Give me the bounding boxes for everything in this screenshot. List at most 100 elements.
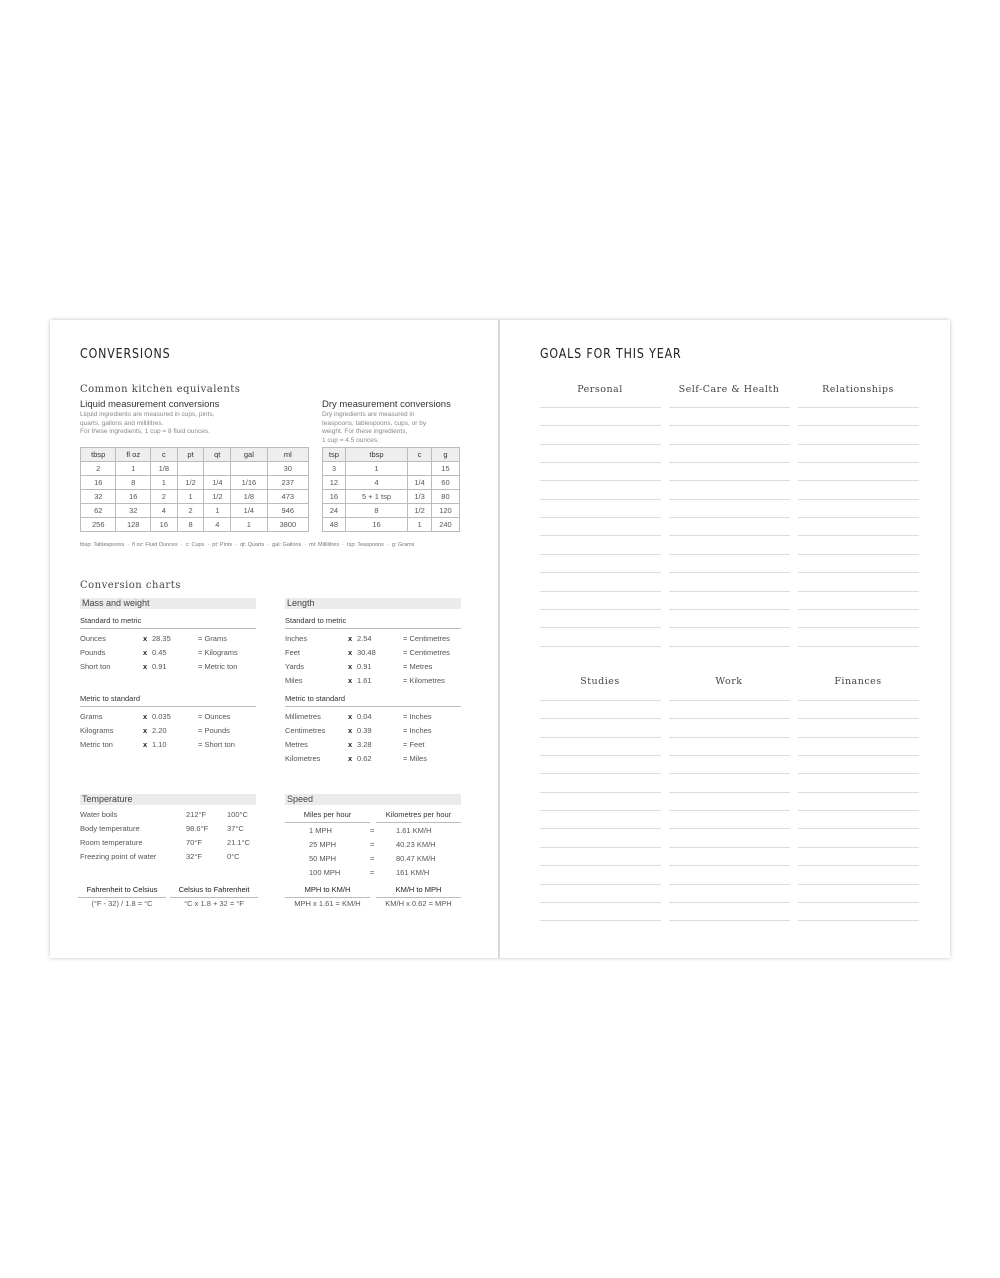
writing-line	[798, 865, 919, 867]
writing-line	[540, 462, 661, 464]
conversion-cell: x	[143, 712, 148, 721]
subheading: Standard to metric	[80, 616, 256, 629]
conversion-cell: = Short ton	[198, 740, 235, 749]
temperature-cell: 212°F	[186, 810, 207, 819]
writing-line	[669, 755, 790, 757]
column-header: tbsp	[344, 447, 409, 462]
goal-category-heading: Work	[715, 676, 743, 687]
writing-line	[669, 425, 790, 427]
writing-line	[669, 846, 790, 848]
section-title: Conversion charts	[80, 580, 181, 591]
dry-desc: 1 cup = 4.5 ounces.	[322, 436, 379, 444]
writing-line	[540, 810, 661, 812]
temperature-band: Temperature	[80, 794, 256, 805]
writing-line	[669, 828, 790, 830]
speed-cell: 50 MPH	[309, 854, 337, 863]
writing-line	[540, 755, 661, 757]
writing-line	[798, 810, 919, 812]
conversion-cell: = Grams	[198, 634, 227, 643]
writing-line	[798, 462, 919, 464]
column-header: fl oz	[115, 447, 151, 462]
table-cell: 1	[203, 503, 232, 518]
conversion-row: Centimetres x 0.39 = Inches	[285, 726, 461, 740]
liquid-table: tbsp fl oz c pt qt gal ml 2 1 1/8 30 16 8 1 1/2 1/4 1/16…	[79, 447, 310, 532]
formula: KM/H x 0.62 = MPH	[385, 899, 452, 908]
writing-line	[540, 608, 661, 610]
writing-line	[669, 718, 790, 720]
conversion-cell: Metric ton	[80, 740, 113, 749]
writing-line	[540, 443, 661, 445]
conversion-cell: 0.035	[152, 712, 171, 721]
dry-desc: Dry ingredients are measured in	[322, 411, 415, 418]
conversion-row: Feet x 30.48 = Centimetres	[285, 648, 461, 662]
conversion-cell: x	[348, 712, 353, 721]
dry-title: Dry measurement conversions	[322, 399, 451, 410]
writing-line	[540, 736, 661, 738]
conversion-cell: 1.10	[152, 740, 167, 749]
table-cell: 4	[203, 517, 232, 532]
conversion-cell: x	[143, 662, 148, 671]
speed-row: 100 MPH = 161 KM/H	[285, 868, 461, 882]
table-cell: 1/2	[203, 489, 232, 504]
conversion-cell: 0.04	[357, 712, 372, 721]
writing-line	[669, 645, 790, 647]
temperature-cell: 32°F	[186, 852, 202, 861]
table-cell: 48	[322, 517, 346, 532]
page-title: CONVERSIONS	[80, 347, 171, 362]
conversion-row: Millimetres x 0.04 = Inches	[285, 712, 461, 726]
speed-col-header: Kilometres per hour	[376, 810, 461, 823]
table-cell: 8	[176, 517, 205, 532]
writing-line	[540, 700, 661, 701]
table-row: 2 1 1/8 30	[79, 461, 310, 476]
speed-cell: 1 MPH	[309, 826, 332, 835]
table-cell: 3800	[266, 517, 310, 532]
writing-line	[540, 590, 661, 592]
formula: °C x 1.8 + 32 = °F	[184, 899, 244, 908]
writing-line	[798, 590, 919, 592]
liquid-title: Liquid measurement conversions	[80, 399, 220, 410]
table-row: 24 8 1/2 120	[322, 503, 461, 518]
conversion-cell: = Inches	[403, 712, 432, 721]
writing-line	[798, 773, 919, 775]
temperature-row: Body temperature 98.6°F 37°C	[80, 824, 256, 838]
table-cell: 3	[322, 461, 346, 476]
conversion-cell: Grams	[80, 712, 103, 721]
table-cell: 946	[266, 503, 310, 518]
conversion-cell: Inches	[285, 634, 308, 643]
writing-line	[669, 535, 790, 537]
conversion-cell: 0.91	[152, 662, 167, 671]
speed-cell: =	[370, 868, 375, 877]
formula-label: KM/H to MPH	[376, 885, 461, 898]
conversion-row: Grams x 0.035 = Ounces	[80, 712, 256, 726]
goal-category-heading: Self-Care & Health	[678, 384, 780, 395]
speed-row: 25 MPH = 40.23 KM/H	[285, 840, 461, 854]
conversion-cell: x	[348, 634, 353, 643]
speed-row: 50 MPH = 80.47 KM/H	[285, 854, 461, 868]
dry-desc: weight. For these ingredients,	[322, 428, 408, 435]
writing-line	[798, 736, 919, 738]
writing-line	[540, 425, 661, 427]
conversion-cell: = Metric ton	[198, 662, 238, 671]
speed-cell: =	[370, 840, 375, 849]
table-cell: 62	[79, 503, 117, 518]
writing-line	[540, 846, 661, 848]
table-cell	[176, 461, 205, 476]
conversion-row: Short ton x 0.91 = Metric ton	[80, 662, 256, 676]
writing-line	[669, 773, 790, 775]
formula: (°F - 32) / 1.8 = °C	[91, 899, 153, 908]
table-cell: 1	[230, 517, 268, 532]
column-header: tbsp	[79, 447, 117, 462]
writing-line	[798, 883, 919, 885]
conversion-cell: x	[348, 754, 353, 763]
table-row: 32 16 2 1 1/2 1/8 473	[79, 489, 310, 504]
writing-line	[540, 553, 661, 555]
writing-line	[798, 755, 919, 757]
conversion-row: Metric ton x 1.10 = Short ton	[80, 740, 256, 754]
speed-band: Speed	[285, 794, 461, 805]
writing-line	[669, 572, 790, 574]
conversion-cell: Feet	[285, 648, 301, 657]
conversion-cell: = Metres	[403, 662, 433, 671]
liquid-desc: Liquid ingredients are measured in cups,…	[80, 411, 215, 418]
conversion-cell: = Centimetres	[403, 648, 450, 657]
writing-line	[540, 865, 661, 867]
